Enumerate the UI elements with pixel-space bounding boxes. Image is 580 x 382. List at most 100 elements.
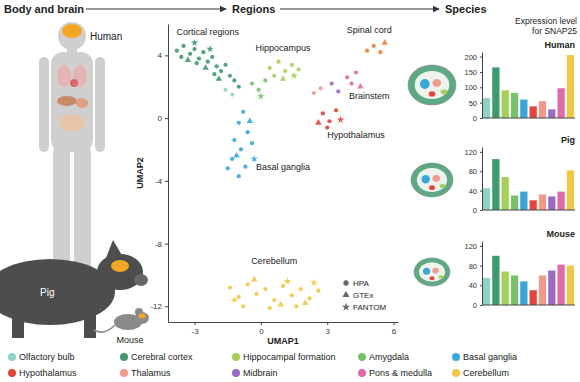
- tick: 4: [158, 51, 168, 60]
- point: [206, 60, 210, 64]
- tick: 0: [158, 114, 168, 123]
- tick: 150: [464, 68, 482, 77]
- step-heading: Body and brain: [4, 3, 84, 15]
- brain-region: [441, 90, 448, 95]
- point: [239, 147, 243, 151]
- legend-label: Midbrain: [243, 368, 278, 378]
- point: [345, 75, 349, 79]
- point: [281, 284, 285, 288]
- tick-label: 3: [326, 327, 331, 336]
- brain-section: [414, 258, 450, 286]
- brain-inner: [419, 262, 445, 282]
- point: [226, 166, 230, 170]
- cluster-label: Basal ganglia: [256, 162, 310, 172]
- point: [195, 61, 199, 65]
- legend-swatch: [232, 353, 240, 361]
- legend-label: Hippocampal formation: [243, 352, 336, 362]
- point: [312, 91, 316, 95]
- point: [228, 74, 232, 78]
- bar: [557, 192, 564, 210]
- tick: 80: [469, 167, 482, 176]
- point: [257, 92, 265, 99]
- point: [357, 83, 363, 89]
- brain-outline: [408, 65, 456, 105]
- brain-inner: [417, 168, 447, 192]
- brain-inner: [415, 71, 450, 99]
- brain-region: [432, 175, 440, 182]
- point: [215, 64, 219, 68]
- expression-heading: for SNAP25: [532, 26, 577, 36]
- point: [246, 282, 250, 286]
- point: [354, 71, 358, 75]
- point: [175, 49, 179, 53]
- bar: [530, 106, 537, 118]
- point: [318, 86, 322, 90]
- point: [337, 116, 345, 123]
- brain-region: [432, 79, 441, 87]
- axis-line: [168, 25, 169, 323]
- tick-mark: [480, 266, 482, 267]
- point: [268, 306, 272, 310]
- bar: [483, 188, 490, 210]
- organ: [76, 98, 88, 108]
- tick-label: -4: [155, 177, 163, 186]
- brain-region: [429, 276, 434, 280]
- axis: 050100150200: [464, 53, 482, 123]
- organ: [57, 96, 77, 106]
- bar: [567, 55, 574, 118]
- tick-mark: [165, 118, 168, 119]
- point: [191, 39, 199, 46]
- point: [232, 138, 236, 142]
- point: [185, 56, 191, 62]
- tick: -3: [191, 322, 199, 336]
- brain-outline: [414, 258, 450, 286]
- cluster-label: Brainstem: [349, 91, 390, 101]
- tick-mark: [480, 210, 482, 211]
- point: [278, 301, 284, 307]
- axis-line: [169, 322, 399, 323]
- point: [290, 63, 294, 67]
- tick-label: 0: [473, 206, 477, 215]
- point: [206, 45, 214, 52]
- point: [290, 72, 298, 79]
- legend-label: GTEx: [353, 291, 373, 300]
- tick: -12: [150, 302, 168, 311]
- point: [372, 44, 376, 48]
- brain-section: [408, 65, 456, 105]
- tick: 0: [259, 322, 264, 336]
- mouse-silhouette: [94, 308, 149, 332]
- bar: [502, 90, 509, 118]
- brain-region: [432, 268, 438, 274]
- point: [327, 119, 331, 123]
- legend: Olfactory bulbCerebral cortexHippocampal…: [8, 352, 517, 378]
- tick-label: 4: [158, 51, 163, 60]
- tick: 0: [473, 206, 482, 215]
- point: [237, 85, 241, 89]
- legend-swatch: [120, 353, 128, 361]
- tick: 120: [464, 242, 482, 251]
- brain-section: [411, 163, 453, 197]
- tick: -8: [155, 240, 168, 249]
- point: [212, 72, 216, 76]
- point: [216, 75, 222, 81]
- chart-title: Mouse: [546, 229, 575, 239]
- tick-label: 120: [464, 148, 477, 157]
- tick: 40: [469, 187, 482, 196]
- tick-label: 200: [464, 53, 477, 62]
- tick-mark: [480, 118, 482, 119]
- tick-label: 0: [158, 114, 163, 123]
- tick: 100: [464, 83, 482, 92]
- point: [315, 119, 321, 125]
- point: [192, 47, 196, 51]
- point: [294, 304, 298, 308]
- point: [237, 174, 241, 178]
- human-arm: [39, 57, 49, 152]
- point: [179, 55, 183, 59]
- tick: -4: [155, 177, 168, 186]
- point: [299, 287, 303, 291]
- cluster-label: Hypothalamus: [327, 130, 385, 140]
- tick-label: -12: [150, 302, 162, 311]
- brain-region: [422, 175, 430, 184]
- point: [280, 75, 286, 81]
- legend-label: Olfactory bulb: [19, 352, 75, 362]
